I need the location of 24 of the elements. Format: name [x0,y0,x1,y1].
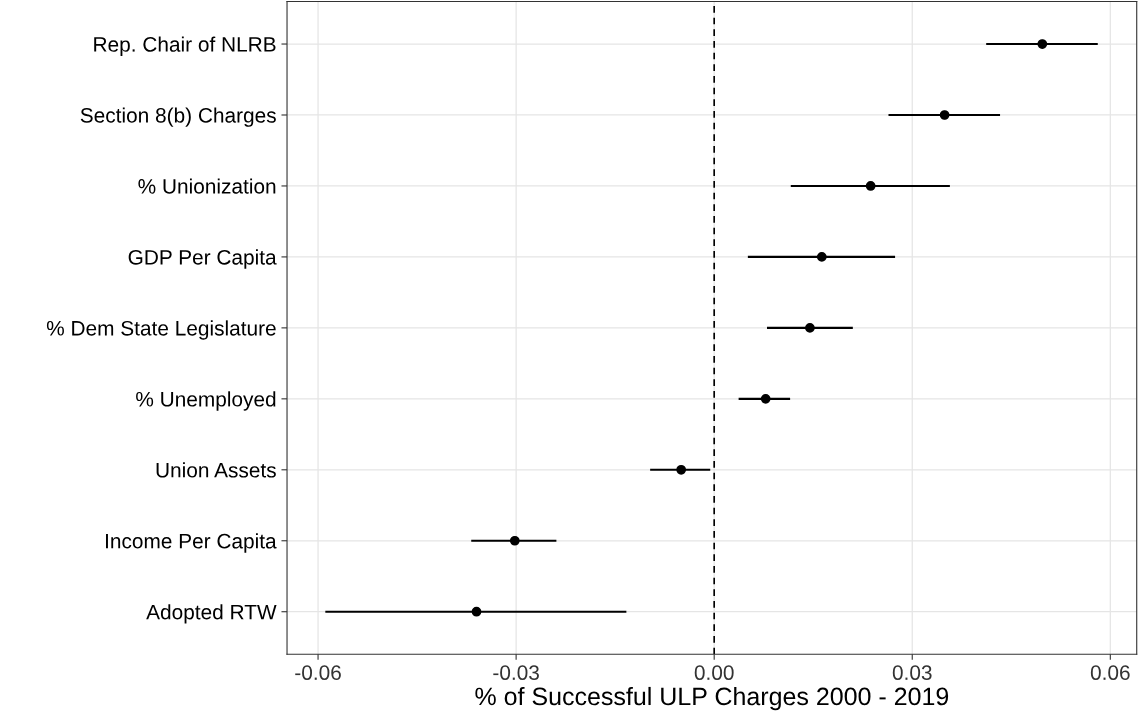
x-tick-label: 0.06 [1090,665,1130,681]
point [760,393,771,404]
y-tick-label: Union Assets [156,462,276,478]
x-tick-label: -0.03 [493,665,539,681]
point [865,181,876,191]
point [1037,39,1048,49]
y-tick-label: % Unemployed [136,391,276,411]
y-tick-label: % Dem State Legislature [46,320,276,340]
x-tick-label: 0.00 [694,665,734,681]
point [816,252,827,262]
y-tick-label: Income Per Capita [106,533,277,553]
point [939,110,950,120]
point [676,464,687,475]
x-axis-title: % of Successful ULP Charges 2000 - 2019 [475,686,949,711]
y-tick-label: GDP Per Capita [128,249,277,269]
point [805,323,815,333]
y-tick-label: % Unionization [138,178,276,194]
y-tick-label: Section 8(b) Charges [80,107,276,127]
x-tick-label: -0.06 [295,665,341,681]
x-tick-label: 0.03 [892,665,932,681]
y-tick-label: Adopted RTW [146,604,277,624]
point [509,535,520,546]
point [471,606,482,617]
y-tick-label: Rep. Chair of NLRB [94,36,276,56]
